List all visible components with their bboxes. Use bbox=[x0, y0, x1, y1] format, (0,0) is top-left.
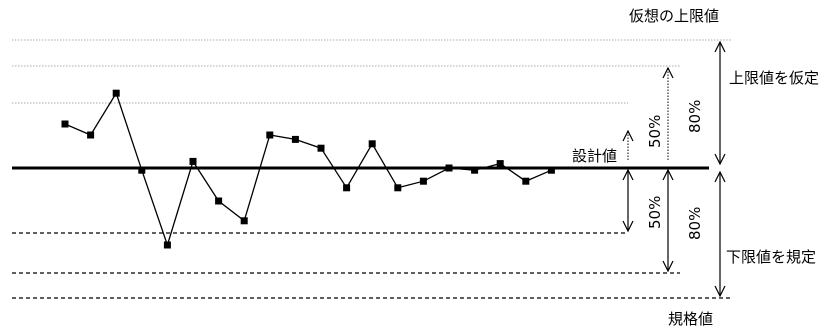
spec-value-label: 規格値 bbox=[668, 310, 713, 328]
data-point bbox=[368, 140, 376, 148]
data-point bbox=[163, 241, 171, 249]
data-point bbox=[419, 177, 427, 185]
data-point bbox=[471, 166, 479, 174]
pct-50-upper-label: 50% bbox=[646, 115, 664, 148]
data-point bbox=[112, 89, 120, 97]
data-point bbox=[522, 177, 530, 185]
design-value-label: 設計値 bbox=[572, 147, 617, 165]
data-point bbox=[266, 131, 274, 139]
data-point bbox=[87, 131, 95, 139]
pct-80-upper-label: 80% bbox=[686, 100, 704, 133]
data-point bbox=[496, 160, 504, 168]
data-markers bbox=[61, 89, 555, 249]
data-point bbox=[547, 166, 555, 174]
data-point bbox=[215, 197, 223, 205]
assumed-upper-limit-label: 仮想の上限値 bbox=[629, 7, 719, 25]
set-lower-limit-label: 下限値を規定 bbox=[726, 248, 816, 266]
data-point bbox=[445, 164, 453, 172]
data-point bbox=[240, 217, 248, 225]
data-point bbox=[394, 184, 402, 192]
pct-80-lower-label: 80% bbox=[686, 207, 704, 240]
data-series-line bbox=[64, 91, 552, 248]
data-point bbox=[138, 166, 146, 174]
data-point bbox=[291, 135, 299, 143]
data-point bbox=[61, 120, 69, 128]
data-point bbox=[189, 157, 197, 165]
data-point bbox=[317, 144, 325, 152]
pct-50-lower-label: 50% bbox=[646, 196, 664, 229]
data-point bbox=[343, 184, 351, 192]
set-upper-limit-label: 上限値を仮定 bbox=[729, 69, 819, 87]
